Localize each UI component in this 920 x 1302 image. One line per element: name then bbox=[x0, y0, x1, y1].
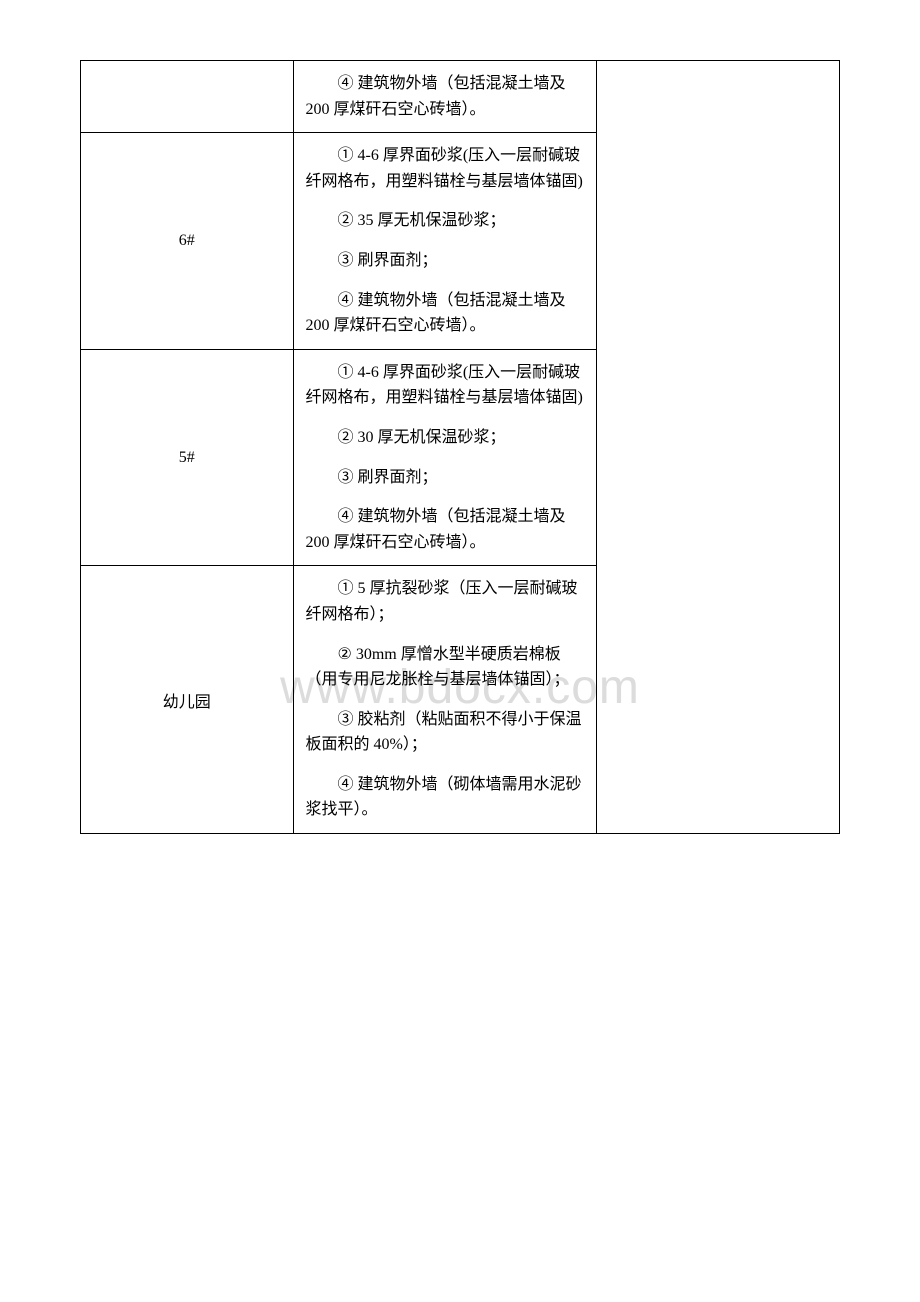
spec-item: ② 30 厚无机保温砂浆； bbox=[306, 425, 589, 451]
row-notes bbox=[597, 61, 840, 834]
spec-item: ④ 建筑物外墙（包括混凝土墙及 200 厚煤矸石空心砖墙）。 bbox=[306, 288, 589, 339]
spec-item: ④ 建筑物外墙（砌体墙需用水泥砂浆找平）。 bbox=[306, 772, 589, 823]
spec-item: ③ 胶粘剂（粘贴面积不得小于保温板面积的 40%）； bbox=[306, 707, 589, 758]
row-label: 6# bbox=[81, 133, 294, 350]
spec-table: ④ 建筑物外墙（包括混凝土墙及 200 厚煤矸石空心砖墙）。 6# ① 4-6 … bbox=[80, 60, 840, 834]
spec-item: ④ 建筑物外墙（包括混凝土墙及 200 厚煤矸石空心砖墙）。 bbox=[306, 504, 589, 555]
spec-item: ③ 刷界面剂； bbox=[306, 465, 589, 491]
spec-item: ① 4-6 厚界面砂浆(压入一层耐碱玻纤网格布，用塑料锚栓与基层墙体锚固) bbox=[306, 360, 589, 411]
row-content: ① 5 厚抗裂砂浆（压入一层耐碱玻纤网格布）； ② 30mm 厚憎水型半硬质岩棉… bbox=[293, 566, 597, 834]
spec-item: ① 4-6 厚界面砂浆(压入一层耐碱玻纤网格布，用塑料锚栓与基层墙体锚固) bbox=[306, 143, 589, 194]
row-label bbox=[81, 61, 294, 133]
row-label: 幼儿园 bbox=[81, 566, 294, 834]
table-row: ④ 建筑物外墙（包括混凝土墙及 200 厚煤矸石空心砖墙）。 bbox=[81, 61, 840, 133]
row-content: ① 4-6 厚界面砂浆(压入一层耐碱玻纤网格布，用塑料锚栓与基层墙体锚固) ② … bbox=[293, 133, 597, 350]
spec-item: ④ 建筑物外墙（包括混凝土墙及 200 厚煤矸石空心砖墙）。 bbox=[306, 71, 589, 122]
row-label: 5# bbox=[81, 349, 294, 566]
spec-item: ② 35 厚无机保温砂浆； bbox=[306, 208, 589, 234]
row-content: ④ 建筑物外墙（包括混凝土墙及 200 厚煤矸石空心砖墙）。 bbox=[293, 61, 597, 133]
spec-item: ② 30mm 厚憎水型半硬质岩棉板（用专用尼龙胀栓与基层墙体锚固）； bbox=[306, 642, 589, 693]
row-content: ① 4-6 厚界面砂浆(压入一层耐碱玻纤网格布，用塑料锚栓与基层墙体锚固) ② … bbox=[293, 349, 597, 566]
document-content: ④ 建筑物外墙（包括混凝土墙及 200 厚煤矸石空心砖墙）。 6# ① 4-6 … bbox=[80, 60, 840, 834]
spec-item: ③ 刷界面剂； bbox=[306, 248, 589, 274]
spec-item: ① 5 厚抗裂砂浆（压入一层耐碱玻纤网格布）； bbox=[306, 576, 589, 627]
